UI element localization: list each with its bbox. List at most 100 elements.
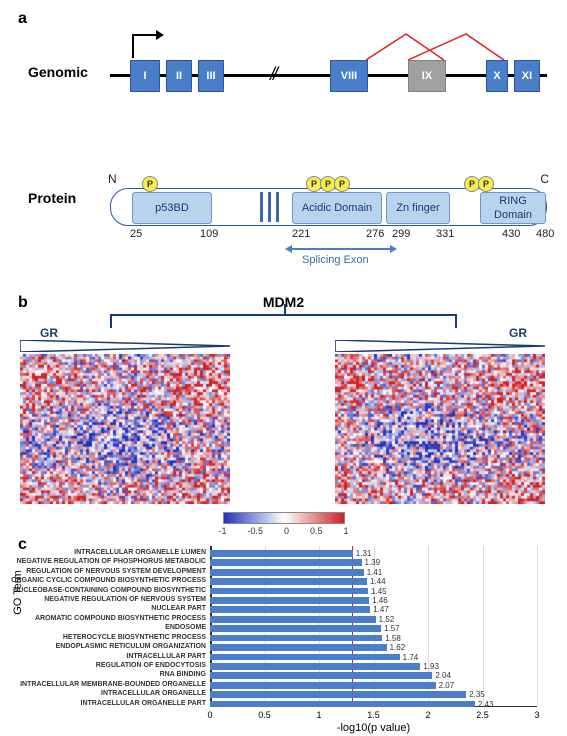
bar-value: 2.07 — [436, 681, 455, 690]
bar-value: 1.45 — [368, 587, 387, 596]
bar — [210, 691, 466, 698]
bar — [210, 682, 436, 689]
mdm2-tick — [284, 304, 286, 314]
colorbar-gradient — [223, 512, 345, 524]
coord-299: 299 — [392, 228, 410, 240]
bar-label: AROMATIC COMPOUND BIOSYNTHETIC PROCESS — [35, 615, 210, 622]
gr-triangle-left — [20, 340, 230, 352]
splice-arrow-line — [292, 248, 390, 250]
domain-acidic-domain: Acidic Domain — [292, 192, 382, 224]
bar-value: 1.41 — [364, 568, 383, 577]
genomic-label: Genomic — [28, 64, 88, 80]
bar-value: 2.35 — [466, 690, 485, 699]
colorbar-tick: -1 — [219, 526, 227, 536]
gr-triangle-right — [335, 340, 545, 352]
x-tick: 1.5 — [367, 710, 380, 720]
heatmap-left — [20, 354, 230, 504]
bar-label: NUCLEOBASE-CONTAINING COMPOUND BIOSYNTHE… — [13, 587, 210, 594]
chart-area: -log10(p value) 00.511.522.53INTRACELLUL… — [210, 546, 537, 707]
bar-value: 2.43 — [475, 700, 494, 709]
gr-label-left: GR — [40, 326, 58, 340]
bar — [210, 569, 364, 576]
bar-value: 1.52 — [376, 615, 395, 624]
colorbar-labels: -1 -0.5 0 0.5 1 — [219, 526, 349, 536]
panel-b: b MDM2 GR GR -1-0.500.51 — [10, 294, 557, 534]
bar — [210, 578, 367, 585]
bar-value: 1.31 — [353, 549, 372, 558]
colorbar-tick: -0.5 — [247, 526, 263, 536]
coord-221: 221 — [292, 228, 310, 240]
gridline — [483, 546, 484, 706]
bar-value: 1.44 — [367, 577, 386, 586]
bar-label: RNA BINDING — [160, 671, 210, 678]
bar — [210, 644, 387, 651]
bar — [210, 606, 370, 613]
bar-value: 1.74 — [400, 653, 419, 662]
bar-label: ENDOSOME — [165, 624, 210, 631]
x-tick: 2 — [425, 710, 430, 720]
bar-value: 1.57 — [381, 624, 400, 633]
bar-value: 1.62 — [387, 643, 406, 652]
bar-label: INTRACELLULAR ORGANELLE — [101, 690, 210, 697]
coord-25: 25 — [130, 228, 142, 240]
domain-ring-domain: RINGDomain — [480, 192, 546, 224]
bar-label: REGULATION OF NERVOUS SYSTEM DEVELOPMENT — [26, 568, 210, 575]
coord-331: 331 — [436, 228, 454, 240]
colorbar-tick: 1 — [343, 526, 348, 536]
c-terminal: C — [540, 172, 549, 186]
bar-value: 1.58 — [382, 634, 401, 643]
bar-label: INTRACELLULAR PART — [126, 653, 210, 660]
domain-zn-finger: Zn finger — [386, 192, 450, 224]
bar — [210, 559, 362, 566]
coord-109: 109 — [200, 228, 218, 240]
nls-bar — [276, 192, 279, 222]
bar-value: 1.46 — [369, 596, 388, 605]
bar — [210, 654, 400, 661]
bar-label: HETEROCYCLE BIOSYNTHETIC PROCESS — [63, 634, 210, 641]
bar — [210, 663, 420, 670]
genomic-row: IIIIIIVIIIIXXXI // — [110, 56, 547, 96]
phospho-site-icon: P — [142, 176, 158, 192]
x-tick: 1 — [316, 710, 321, 720]
colorbar-tick: 0 — [284, 526, 289, 536]
nls-bar — [260, 192, 263, 222]
bar — [210, 597, 369, 604]
bar-label: NEGATIVE REGULATION OF PHOSPHORUS METABO… — [17, 558, 210, 565]
panel-c-label: c — [18, 536, 27, 554]
bar-label: INTRACELLULAR ORGANELLE PART — [81, 700, 210, 707]
bar — [210, 625, 381, 632]
bar — [210, 616, 376, 623]
bar — [210, 672, 432, 679]
x-tick: 2.5 — [476, 710, 489, 720]
bar — [210, 588, 368, 595]
bar-value: 1.39 — [362, 558, 381, 567]
domain-p53bd: p53BD — [132, 192, 212, 224]
splice-arrow-left-icon — [285, 245, 292, 253]
colorbar: -1 -0.5 0 0.5 1 — [219, 512, 349, 536]
panel-a: a Genomic IIIIIIVIIIIXXXI // Protein N C… — [10, 10, 557, 290]
splice-arrow-right-icon — [390, 245, 397, 253]
x-tick: 0.5 — [258, 710, 271, 720]
bar-label: REGULATION OF ENDOCYTOSIS — [96, 662, 210, 669]
panel-b-label: b — [18, 294, 28, 312]
bar-value: 1.93 — [420, 662, 439, 671]
bar-label: NUCLEAR PART — [151, 605, 210, 612]
coord-480: 480 — [536, 228, 554, 240]
phospho-site-icon: P — [334, 176, 350, 192]
tss-arrow-icon — [132, 34, 134, 58]
coord-276: 276 — [366, 228, 384, 240]
colorbar-tick: 0.5 — [310, 526, 323, 536]
nls-bar — [268, 192, 271, 222]
bar-label: ORGANIC CYCLIC COMPOUND BIOSYNTHETIC PRO… — [11, 577, 210, 584]
splice-label: Splicing Exon — [302, 254, 369, 266]
bar — [210, 635, 382, 642]
bar-value: 2.04 — [432, 671, 451, 680]
heatmap-right — [335, 354, 545, 504]
bar — [210, 550, 353, 557]
bar-label: INTRACELLULAR ORGANELLE LUMEN — [74, 549, 210, 556]
coord-430: 430 — [502, 228, 520, 240]
panel-a-label: a — [18, 10, 27, 28]
mdm2-bracket — [110, 314, 457, 328]
protein-label: Protein — [28, 190, 76, 206]
protein-row: N C p53BDAcidic DomainZn fingerRINGDomai… — [110, 170, 547, 280]
